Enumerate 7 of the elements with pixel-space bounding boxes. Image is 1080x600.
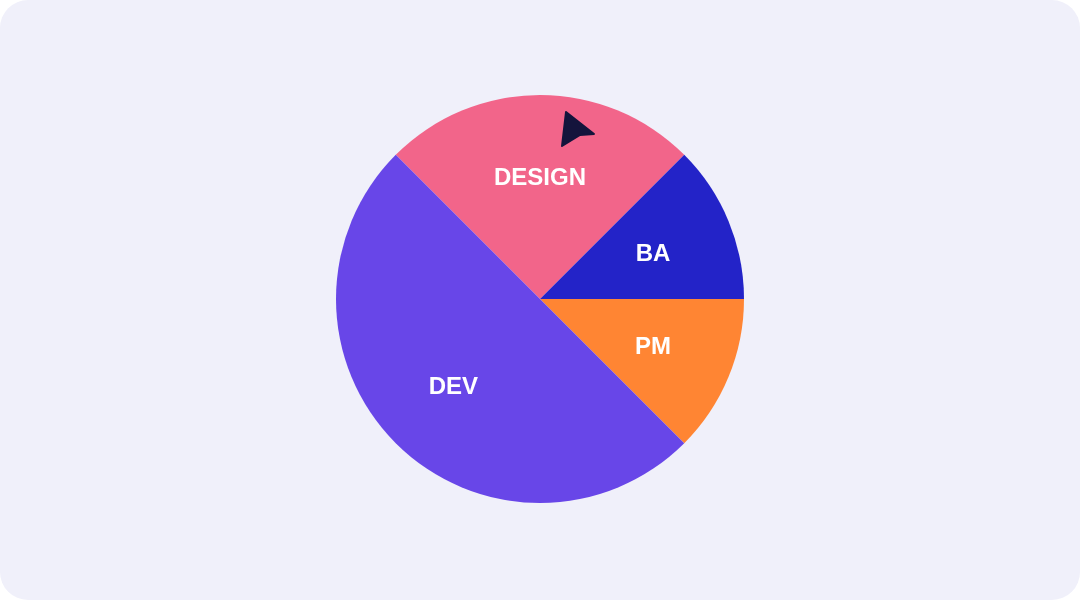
- pie-slice: [395, 95, 685, 299]
- pie-slice: [336, 154, 685, 503]
- pie-slice: [540, 299, 744, 444]
- slice-label: DESIGN: [493, 163, 587, 191]
- slice-label: DEV: [428, 372, 479, 400]
- slice-label: PM: [635, 332, 672, 360]
- slice-label: BA: [635, 238, 671, 266]
